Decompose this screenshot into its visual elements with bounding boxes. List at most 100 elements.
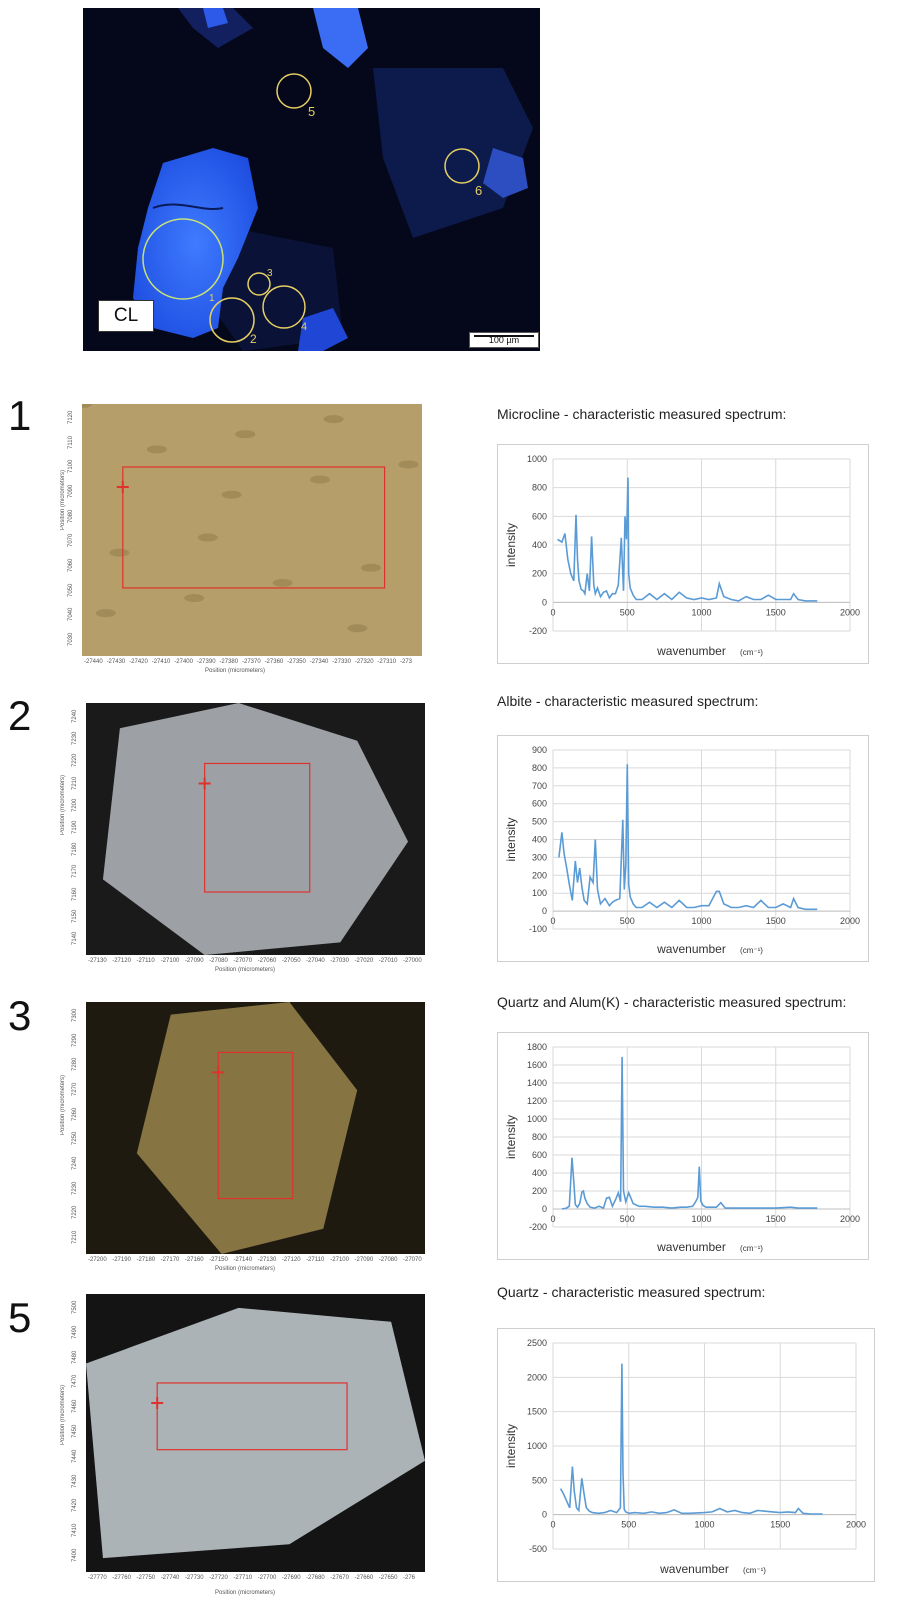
micrograph-x-tick: -27730	[184, 1575, 204, 1581]
x-tick-label: 2000	[840, 607, 860, 617]
grain-crack	[152, 203, 224, 210]
micrograph-y-tick: 7250	[72, 1131, 78, 1146]
mineral-grain	[86, 1307, 425, 1559]
y-tick-label: 200	[532, 569, 547, 579]
micrograph-x-tick: -27000	[403, 958, 422, 964]
micrograph	[82, 404, 422, 656]
micrograph-x-tick: -27110	[306, 1257, 325, 1263]
sample-number: 3	[8, 992, 32, 1039]
micrograph-x-tick: -27050	[281, 958, 301, 964]
micrograph-y-tick: 7420	[72, 1499, 78, 1513]
micrograph-x-tick: -27340	[309, 659, 329, 665]
x-tick-label: 500	[620, 1214, 635, 1224]
micrograph	[86, 1294, 425, 1572]
micrograph-y-tick: 7430	[72, 1474, 78, 1488]
bright-grain	[133, 148, 258, 338]
micrograph-y-tick: 7410	[72, 1523, 78, 1538]
micrograph-y-tick: 7210	[72, 776, 78, 790]
micrograph-y-tick: 7480	[72, 1350, 78, 1364]
measurement-circle-2	[209, 297, 255, 343]
y-tick-label: 400	[532, 1168, 547, 1178]
y-axis-label: intensity	[504, 523, 518, 567]
micrograph-image	[86, 703, 425, 955]
micrograph-x-tick: -27390	[196, 659, 216, 665]
y-tick-label: 2500	[527, 1338, 547, 1348]
x-tick-label: 0	[550, 1214, 555, 1224]
y-tick-label: 1400	[527, 1078, 547, 1088]
micrograph-x-tick: -27710	[233, 1575, 253, 1581]
micrograph-y-tick: 7240	[72, 709, 78, 723]
micrograph-x-tick: -27680	[306, 1575, 325, 1581]
micrograph-x-tick: -27410	[151, 659, 171, 665]
cl-label: CL	[98, 300, 154, 332]
spectrum-line	[561, 1056, 818, 1210]
micrograph-x-tick: -27690	[281, 1575, 301, 1581]
y-tick-label: 0	[542, 597, 547, 607]
scale-bar-line	[474, 335, 534, 337]
y-tick-label: 1600	[527, 1060, 547, 1070]
micrograph-y-tick: 7030	[68, 632, 74, 646]
scan-area-rectangle	[217, 1051, 294, 1200]
measurement-circle-5	[276, 73, 312, 109]
y-tick-label: 200	[532, 870, 547, 880]
micrograph-x-label: Position (micrometers)	[215, 1590, 276, 1596]
micrograph-x-label: Position (micrometers)	[205, 668, 266, 674]
micrograph-y-tick: 7220	[72, 754, 78, 768]
x-axis-unit: (cm⁻¹)	[740, 1244, 763, 1253]
sample-number: 5	[8, 1294, 32, 1341]
spectrum-chart: -200 0 200 400 600 800 1000 1200 1400 1600 1800 0 50…	[497, 1032, 869, 1260]
scan-marker-cross	[116, 481, 129, 493]
y-tick-label: 800	[532, 763, 547, 773]
y-tick-label: -500	[529, 1544, 547, 1554]
y-tick-label: 2000	[527, 1372, 547, 1382]
y-tick-label: 200	[532, 1186, 547, 1196]
x-axis-label: wavenumber	[656, 942, 726, 956]
y-tick-label: -200	[529, 1222, 547, 1232]
micrograph-x-tick: -27750	[136, 1575, 156, 1581]
micrograph-y-label: Position (micrometers)	[60, 470, 66, 531]
micrograph-x-tick: -27110	[136, 958, 155, 964]
grain-texture	[146, 445, 167, 454]
micrograph-x-tick: -27120	[281, 1257, 301, 1263]
x-tick-label: 1500	[766, 607, 786, 617]
spectrum-chart: -500 0 500 1000 1500 2000 2500 0 500 1000 1500 2000…	[497, 1328, 875, 1582]
micrograph-x-tick: -27200	[88, 1257, 107, 1263]
micrograph-y-tick: 7220	[72, 1205, 78, 1220]
micrograph-y-tick: 7200	[72, 798, 78, 812]
bright-grain	[203, 8, 228, 28]
micrograph-y-tick: 7500	[72, 1300, 78, 1314]
y-tick-label: 1500	[527, 1407, 547, 1417]
micrograph-y-tick: 7490	[72, 1325, 78, 1339]
scan-area-rectangle	[204, 762, 311, 893]
y-tick-label: 400	[532, 540, 547, 550]
y-tick-label: 1000	[527, 1114, 547, 1124]
micrograph-x-tick: -27150	[209, 1257, 228, 1263]
x-tick-label: 1000	[694, 1520, 714, 1530]
spectrum-title: Albite - characteristic measured spectru…	[497, 693, 759, 709]
micrograph-x-tick: -27040	[306, 958, 325, 964]
measurement-circle-1	[142, 218, 224, 300]
spectrum-svg: -500 0 500 1000 1500 2000 2500 0 500 1000 1500 2000…	[504, 1338, 866, 1576]
grain-texture	[361, 563, 381, 572]
circle-label-1: 1	[209, 293, 215, 304]
micrograph-x-tick: -27030	[330, 958, 349, 964]
micrograph-x-tick: -27180	[136, 1257, 156, 1263]
y-tick-label: -100	[529, 924, 547, 934]
scale-bar: 100 µm	[469, 332, 539, 348]
y-tick-label: 1200	[527, 1096, 547, 1106]
micrograph-x-tick: -27440	[84, 659, 103, 665]
micrograph-x-tick: -27330	[332, 659, 351, 665]
y-tick-label: 600	[532, 799, 547, 809]
micrograph-x-tick: -276	[403, 1575, 416, 1581]
micrograph-x-tick: -27100	[330, 1257, 349, 1263]
micrograph-y-tick: 7300	[72, 1008, 78, 1022]
dim-grain	[178, 8, 253, 48]
micrograph-y-tick: 7090	[68, 484, 74, 498]
x-tick-label: 1000	[691, 1214, 711, 1224]
bright-grain	[483, 148, 528, 198]
micrograph-x-tick: -27740	[160, 1575, 180, 1581]
measurement-circle-4	[262, 285, 306, 329]
y-tick-label: 800	[532, 1132, 547, 1142]
micrograph-background	[82, 404, 422, 656]
